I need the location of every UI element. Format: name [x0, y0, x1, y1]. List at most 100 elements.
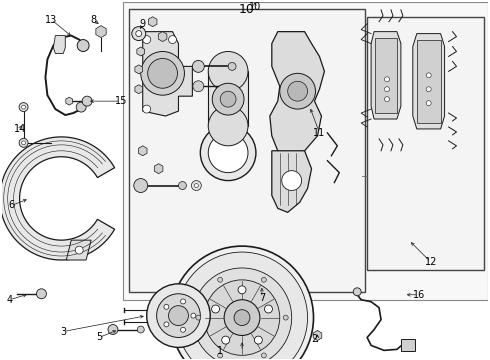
Circle shape [181, 327, 186, 332]
Polygon shape [148, 17, 157, 27]
Bar [401, 339, 415, 351]
Polygon shape [313, 330, 322, 341]
Circle shape [254, 336, 262, 344]
Circle shape [76, 102, 86, 112]
Circle shape [208, 106, 248, 146]
Circle shape [178, 181, 186, 189]
Circle shape [36, 289, 47, 299]
Circle shape [136, 31, 142, 37]
Polygon shape [272, 151, 312, 212]
Circle shape [220, 91, 236, 107]
Circle shape [193, 81, 204, 92]
Circle shape [238, 286, 246, 294]
Polygon shape [158, 32, 167, 41]
Text: 11: 11 [313, 128, 325, 138]
Circle shape [288, 81, 308, 101]
Circle shape [193, 268, 292, 360]
Circle shape [282, 171, 302, 190]
Circle shape [108, 325, 118, 334]
Circle shape [426, 87, 431, 92]
Bar [123, 2, 488, 300]
Circle shape [176, 252, 308, 360]
Circle shape [169, 36, 176, 44]
Circle shape [228, 62, 236, 70]
Text: 3: 3 [60, 327, 66, 337]
Text: 5: 5 [96, 333, 102, 342]
Polygon shape [135, 65, 143, 74]
Circle shape [208, 51, 248, 91]
Circle shape [221, 336, 230, 344]
Circle shape [204, 280, 280, 355]
Circle shape [195, 184, 198, 188]
Text: 2: 2 [311, 334, 318, 345]
Text: 15: 15 [115, 96, 127, 106]
Text: 6: 6 [9, 201, 15, 210]
Polygon shape [0, 137, 115, 260]
Circle shape [385, 97, 390, 102]
Circle shape [261, 353, 267, 358]
Text: 14: 14 [14, 124, 26, 134]
Polygon shape [66, 240, 91, 260]
Circle shape [234, 310, 250, 325]
Circle shape [265, 305, 272, 313]
Polygon shape [135, 85, 143, 94]
Circle shape [164, 322, 169, 327]
Circle shape [137, 326, 144, 333]
Circle shape [212, 83, 244, 115]
Polygon shape [143, 32, 193, 116]
Bar [367, 17, 484, 270]
Circle shape [218, 277, 222, 282]
Bar [208, 71, 248, 126]
Circle shape [157, 294, 200, 337]
Text: 9: 9 [140, 19, 146, 29]
Circle shape [147, 284, 210, 347]
Circle shape [385, 87, 390, 92]
Text: 12: 12 [424, 257, 437, 267]
Text: 13: 13 [45, 15, 57, 25]
Text: 10: 10 [239, 3, 255, 16]
Polygon shape [66, 97, 73, 105]
Bar [129, 9, 365, 292]
Circle shape [353, 288, 361, 296]
Circle shape [261, 277, 267, 282]
Polygon shape [413, 33, 444, 129]
Text: 10: 10 [249, 2, 261, 12]
Circle shape [426, 101, 431, 105]
Circle shape [22, 105, 25, 109]
Circle shape [218, 353, 222, 358]
Circle shape [19, 138, 28, 147]
Circle shape [75, 246, 83, 254]
Circle shape [132, 27, 146, 41]
Text: 1: 1 [217, 346, 223, 356]
Circle shape [426, 73, 431, 78]
Polygon shape [371, 32, 401, 119]
Circle shape [212, 305, 220, 313]
Circle shape [77, 40, 89, 51]
Circle shape [280, 73, 316, 109]
Circle shape [171, 246, 314, 360]
Circle shape [143, 36, 150, 44]
Circle shape [164, 304, 169, 309]
Circle shape [208, 133, 248, 173]
Circle shape [143, 105, 150, 113]
Bar [375, 37, 397, 113]
Circle shape [181, 299, 186, 304]
Polygon shape [53, 36, 65, 54]
Circle shape [196, 315, 201, 320]
Bar [417, 40, 441, 123]
Circle shape [147, 58, 177, 88]
Circle shape [191, 313, 196, 318]
Text: 8: 8 [90, 15, 96, 25]
Polygon shape [154, 164, 163, 174]
Circle shape [134, 179, 147, 193]
Text: 16: 16 [413, 290, 425, 300]
Circle shape [385, 77, 390, 82]
Text: 7: 7 [259, 293, 265, 303]
Polygon shape [139, 146, 147, 156]
Circle shape [200, 125, 256, 181]
Circle shape [283, 315, 288, 320]
Circle shape [22, 141, 25, 145]
Circle shape [169, 306, 188, 325]
Circle shape [82, 96, 92, 106]
Circle shape [19, 103, 28, 112]
